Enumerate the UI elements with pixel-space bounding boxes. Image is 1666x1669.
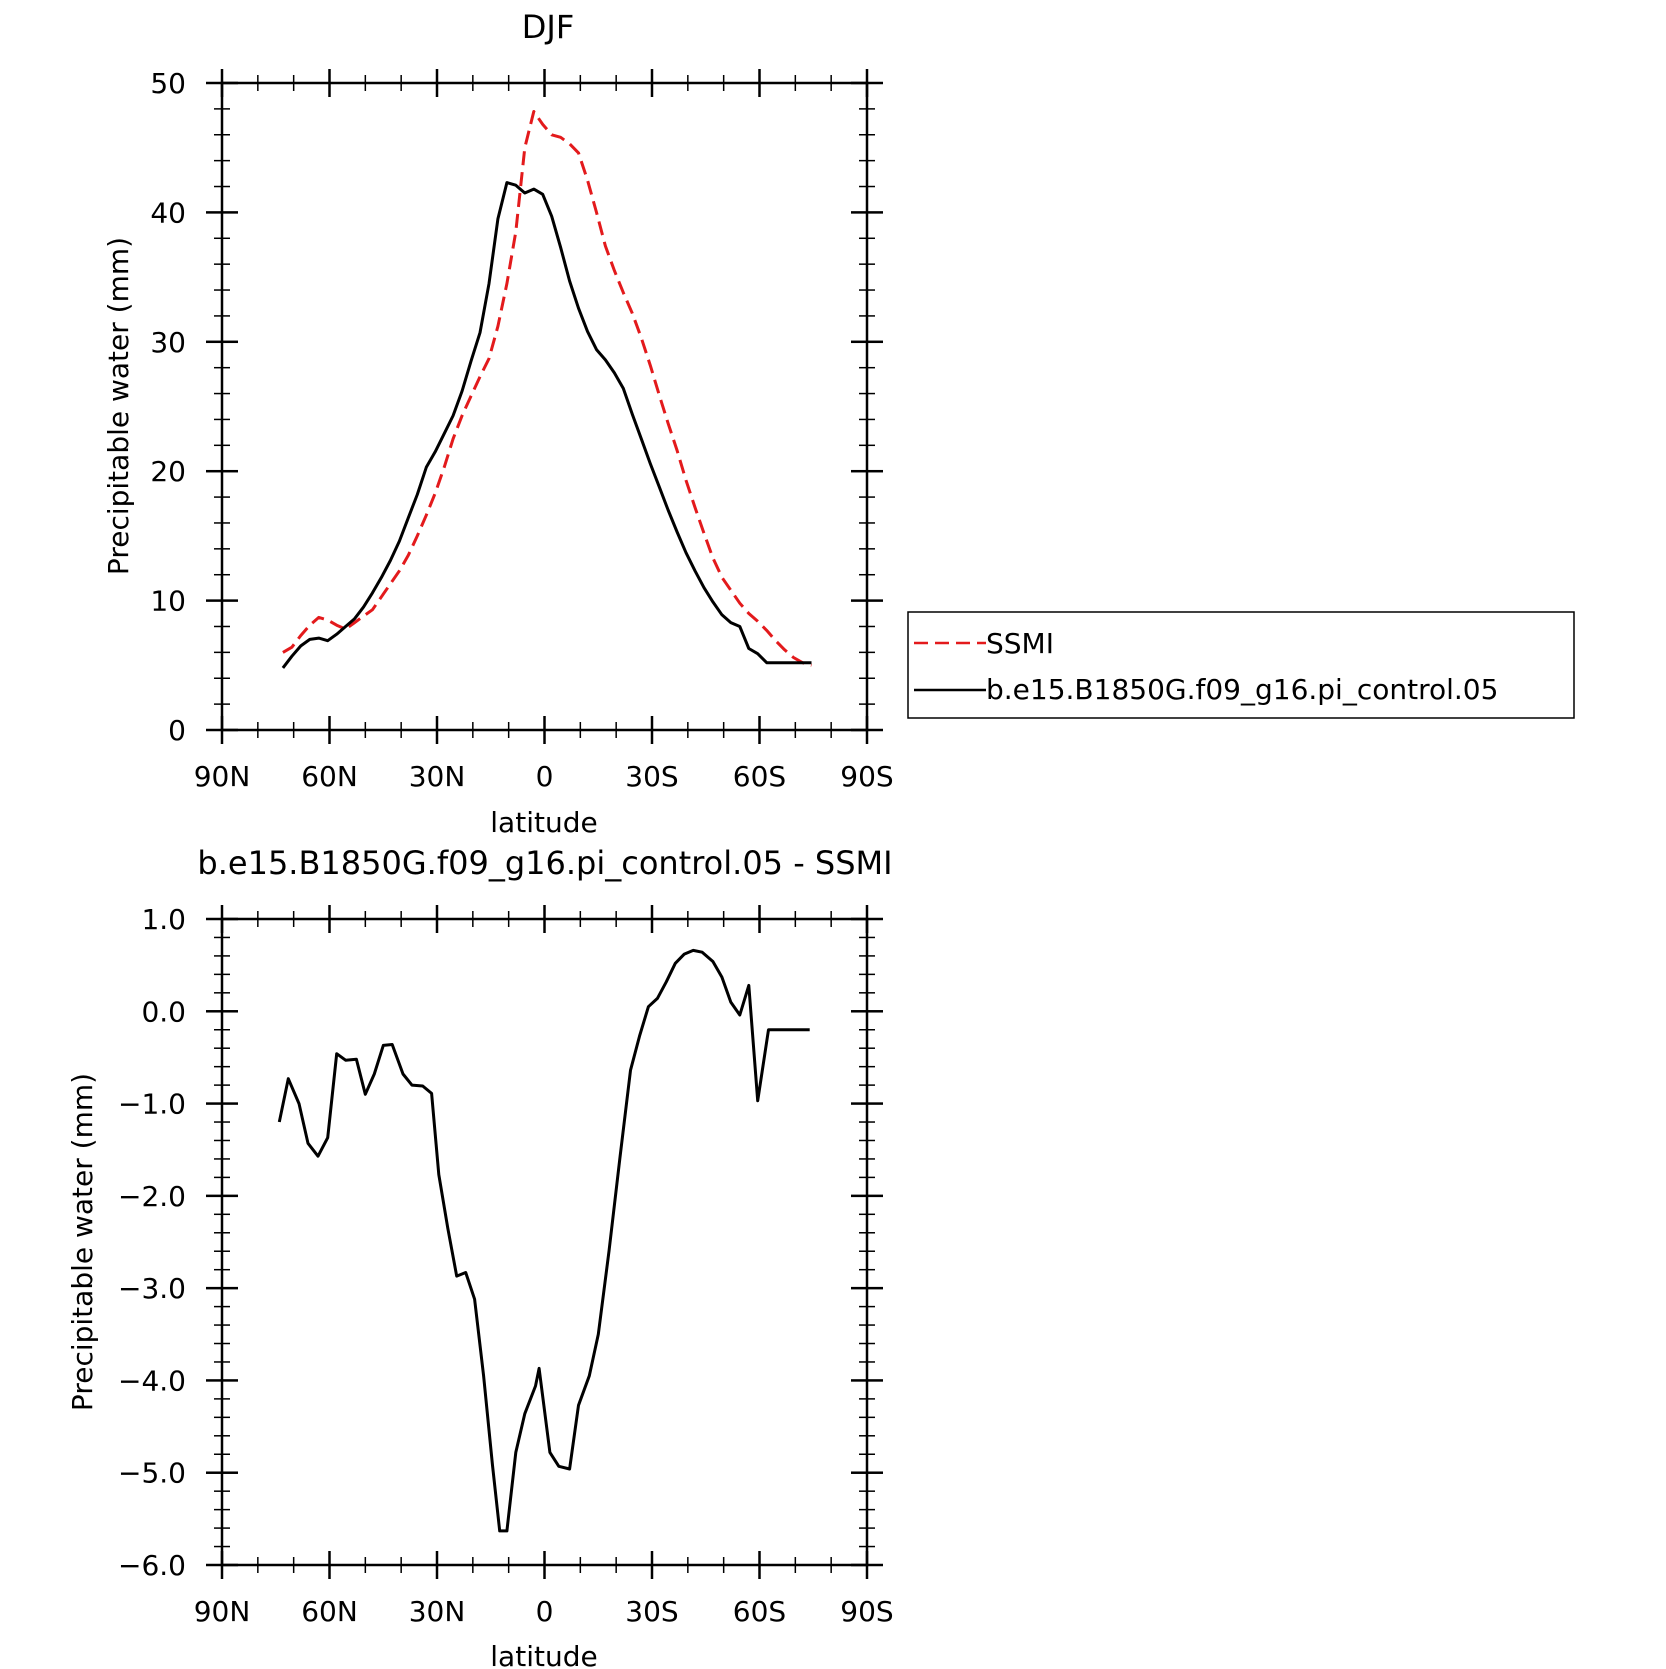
bottom-series-lines bbox=[277, 948, 810, 1533]
x-tick-label: 0 bbox=[536, 1595, 554, 1628]
y-tick-label: 30 bbox=[150, 326, 186, 359]
difference-line bbox=[277, 948, 810, 1533]
y-tick-label: 1.0 bbox=[141, 903, 186, 936]
x-tick-label: 30S bbox=[625, 760, 678, 793]
x-tick-label: 90N bbox=[194, 760, 251, 793]
legend-label-ssmi: SSMI bbox=[986, 627, 1054, 660]
bottom-x-tick-labels: 90N 60N 30N 0 30S 60S 90S bbox=[194, 1595, 894, 1628]
top-x-tick-labels: 90N 60N 30N 0 30S 60S 90S bbox=[194, 760, 894, 793]
y-tick-label: 50 bbox=[150, 67, 186, 100]
bottom-y-tick-labels: −6.0 −5.0 −4.0 −3.0 −2.0 −1.0 0.0 1.0 bbox=[118, 903, 186, 1582]
x-tick-label: 60N bbox=[301, 1595, 358, 1628]
top-axis-ticks bbox=[206, 69, 883, 744]
y-tick-label: −4.0 bbox=[118, 1364, 186, 1397]
x-tick-label: 90S bbox=[840, 1595, 893, 1628]
y-tick-label: 0 bbox=[168, 714, 186, 747]
x-tick-label: 30N bbox=[409, 1595, 466, 1628]
y-tick-label: 20 bbox=[150, 455, 186, 488]
top-y-axis-label: Precipitable water (mm) bbox=[102, 237, 135, 575]
top-chart-title: DJF bbox=[522, 8, 574, 46]
bottom-x-axis-label: latitude bbox=[490, 1640, 597, 1669]
bottom-plot-frame bbox=[220, 917, 869, 1567]
bottom-panel: b.e15.B1850G.f09_g16.pi_control.05 - SSM… bbox=[66, 844, 894, 1669]
x-tick-label: 30N bbox=[409, 760, 466, 793]
x-tick-label: 60S bbox=[733, 760, 786, 793]
top-panel: DJF 90N 60N 30N 0 30S 60S 90S 0 10 20 30 40 50 lati… bbox=[102, 8, 894, 839]
model-line bbox=[281, 181, 812, 669]
y-tick-label: −6.0 bbox=[118, 1549, 186, 1582]
y-tick-label: 0.0 bbox=[141, 995, 186, 1028]
top-series-lines bbox=[281, 110, 812, 669]
legend-box bbox=[907, 611, 1575, 719]
bottom-y-axis-label: Precipitable water (mm) bbox=[66, 1073, 99, 1411]
x-tick-label: 60S bbox=[733, 1595, 786, 1628]
x-tick-label: 0 bbox=[536, 760, 554, 793]
top-x-axis-label: latitude bbox=[490, 806, 597, 839]
x-tick-label: 90S bbox=[840, 760, 893, 793]
y-tick-label: 10 bbox=[150, 585, 186, 618]
y-tick-label: −2.0 bbox=[118, 1180, 186, 1213]
y-tick-label: −1.0 bbox=[118, 1088, 186, 1121]
x-tick-label: 30S bbox=[625, 1595, 678, 1628]
ssmi-line bbox=[282, 110, 812, 667]
x-tick-label: 90N bbox=[194, 1595, 251, 1628]
bottom-axis-ticks bbox=[206, 905, 883, 1579]
y-tick-label: −5.0 bbox=[118, 1457, 186, 1490]
y-tick-label: 40 bbox=[150, 196, 186, 229]
legend: SSMI b.e15.B1850G.f09_g16.pi_control.05 bbox=[907, 611, 1575, 719]
top-y-tick-labels: 0 10 20 30 40 50 bbox=[150, 67, 186, 747]
legend-label-model: b.e15.B1850G.f09_g16.pi_control.05 bbox=[986, 673, 1498, 706]
bottom-chart-title: b.e15.B1850G.f09_g16.pi_control.05 - SSM… bbox=[197, 844, 892, 882]
y-tick-label: −3.0 bbox=[118, 1272, 186, 1305]
x-tick-label: 60N bbox=[301, 760, 358, 793]
